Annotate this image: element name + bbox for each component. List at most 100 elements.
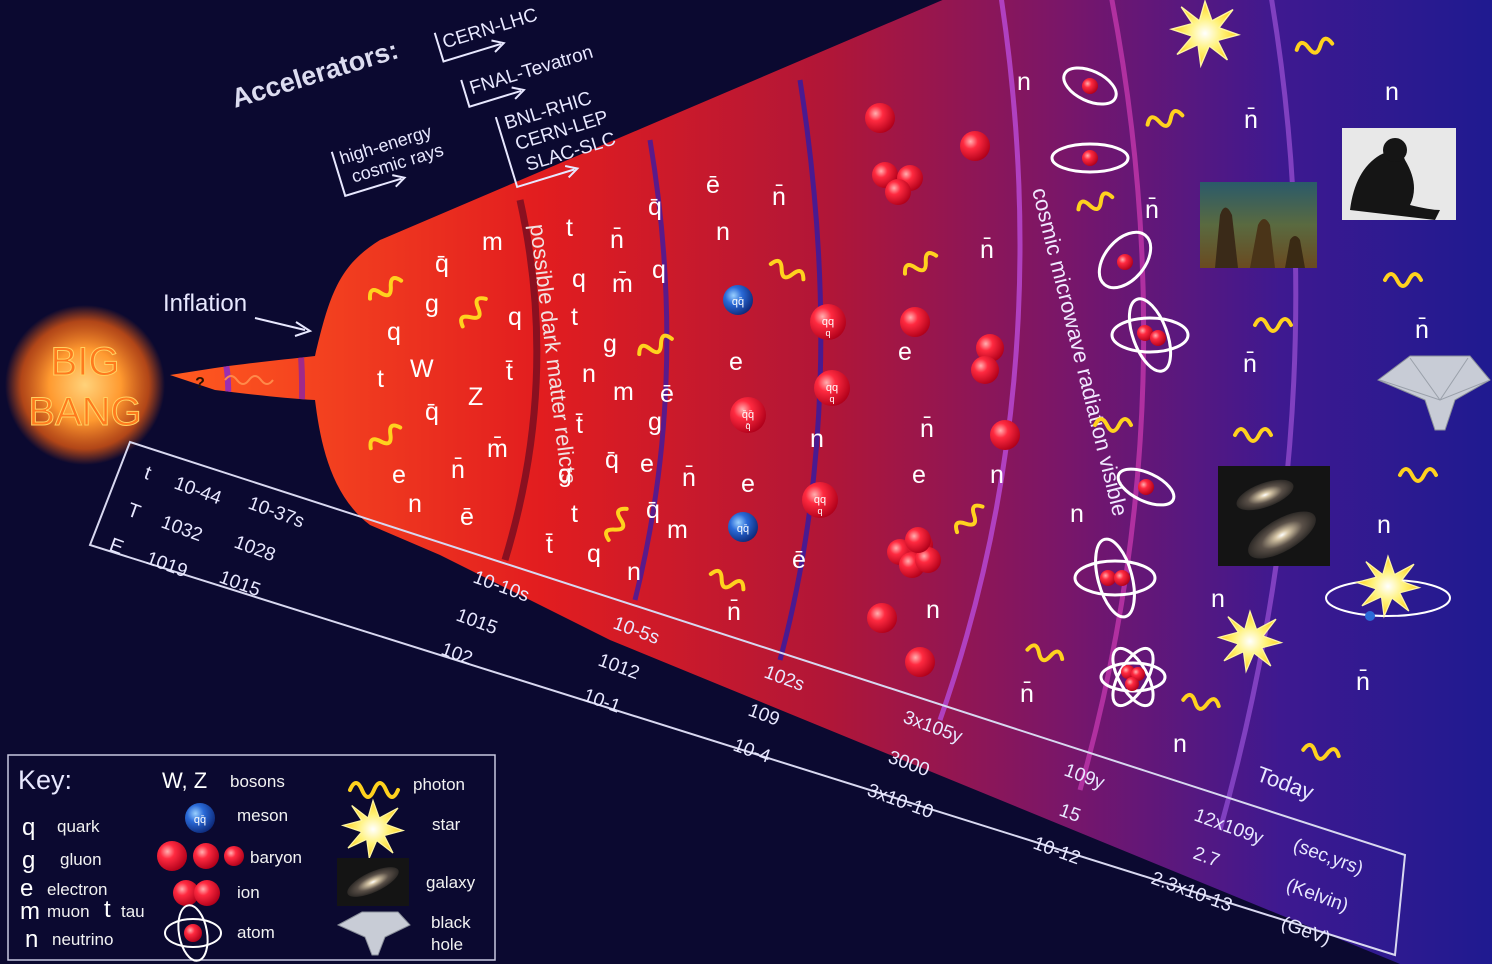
particle-e: e — [392, 461, 406, 489]
baryon-icon: qqq — [814, 370, 850, 406]
particle-n: n — [926, 596, 940, 624]
nucleus-icon — [872, 162, 923, 205]
inflation-label: Inflation — [163, 290, 247, 317]
key-label-star: star — [432, 815, 461, 834]
mesons: qq̄ qq̄ — [723, 285, 758, 542]
key-label-quark: quark — [57, 817, 100, 836]
atom-icon — [164, 904, 222, 962]
key-label-ion: ion — [237, 883, 260, 902]
particle-q: q — [508, 303, 522, 331]
svg-text:qq̄: qq̄ — [737, 523, 749, 535]
svg-text:qq: qq — [814, 494, 826, 506]
key-sym-gluon: g — [22, 847, 35, 874]
key-label-bosons: bosons — [230, 772, 285, 791]
baryon-icon — [157, 841, 244, 871]
particle-n: n — [1377, 511, 1391, 539]
photon-icon — [348, 781, 400, 799]
atom-icon — [1073, 537, 1157, 619]
atom-icon — [1050, 142, 1130, 174]
svg-text:q̄q̄: q̄q̄ — [742, 409, 754, 421]
thinker-image — [1342, 128, 1456, 220]
galaxy-icon — [337, 858, 409, 906]
meson-icon: qq̄ — [723, 285, 753, 315]
arrow-icon — [491, 39, 506, 53]
particle-nbar: n̄ — [980, 236, 994, 264]
galaxy-image — [1218, 466, 1330, 566]
big-bang-line1: BIG — [51, 340, 120, 384]
proton-icon — [990, 420, 1020, 450]
particle-nbar: n̄ — [682, 464, 696, 492]
particle-m: m — [667, 516, 688, 544]
question-mark: ? — [195, 375, 205, 392]
particle-g: g — [425, 290, 439, 318]
key-label-photon: photon — [413, 775, 465, 794]
atom-icon — [1097, 230, 1153, 290]
baryon-icon: q̄q̄q̄ — [730, 397, 766, 433]
proton-icon — [900, 307, 930, 337]
key-label-baryon: baryon — [250, 848, 302, 867]
arrow-icon — [392, 174, 407, 188]
key-sym-quark: q — [22, 814, 35, 841]
images — [1200, 128, 1491, 566]
big-bang: BIG BANG ? — [5, 305, 274, 465]
proton-icon — [905, 647, 935, 677]
baryon-icon: qqq — [802, 482, 838, 518]
particle-tbar: t̄ — [575, 411, 583, 439]
particle-n: n — [1017, 68, 1031, 96]
particle-g: g — [648, 408, 662, 436]
particle-nbar: n̄ — [1020, 680, 1034, 708]
particle-mbar: m̄ — [612, 270, 633, 298]
particle-e: e — [741, 470, 755, 498]
inflation-arrow-icon — [294, 321, 313, 337]
atom-icon — [1099, 646, 1167, 708]
proton-icon — [865, 103, 895, 133]
particle-n: n — [1070, 500, 1084, 528]
svg-text:q: q — [829, 394, 834, 404]
inflation-wave — [224, 375, 274, 385]
particle-n: n — [1211, 585, 1225, 613]
particle-q: q — [387, 318, 401, 346]
particle-n: n — [810, 425, 824, 453]
particle-n: n — [408, 490, 422, 518]
particle-W: W — [410, 355, 434, 383]
key-sym-electron: e — [20, 875, 33, 902]
key-sym-neutrino: n — [25, 926, 38, 953]
particle-m: m — [613, 378, 634, 406]
particle-q: q — [652, 256, 666, 284]
arrow-icon — [564, 165, 580, 179]
atom-icon — [1116, 467, 1176, 507]
particle-g: g — [558, 460, 572, 488]
particle-Z: Z — [468, 383, 483, 411]
particle-qbar: q̄ — [648, 193, 662, 221]
particle-nbar: n̄ — [610, 226, 624, 254]
particle-n: n — [1173, 730, 1187, 758]
svg-text:q: q — [817, 506, 822, 516]
particle-nbar: n̄ — [451, 456, 465, 484]
proton-icon — [867, 603, 897, 633]
particle-n: n — [1385, 78, 1399, 106]
particle-e: e — [912, 461, 926, 489]
particle-e: e — [729, 348, 743, 376]
universe-cone — [170, 0, 1492, 964]
particle-m: m — [482, 228, 503, 256]
particle-n: n — [990, 461, 1004, 489]
particle-ebar: ē — [706, 171, 720, 199]
key-title: Key: — [18, 765, 72, 795]
particle-g: g — [603, 330, 617, 358]
arrow-icon — [511, 86, 526, 100]
today-arc — [1217, 0, 1299, 831]
big-bang-glow — [5, 305, 165, 465]
ion-icon — [971, 334, 1004, 384]
stars — [1170, 0, 1451, 672]
particle-tbar: t̄ — [545, 531, 553, 559]
particle-qbar: q̄ — [646, 496, 660, 524]
key-label-muon: muon — [47, 902, 90, 921]
particle-nbar: n̄ — [772, 183, 786, 211]
ions — [865, 103, 1020, 677]
star-system-icon — [1325, 555, 1451, 621]
key-label-black-hole-2: hole — [431, 935, 463, 954]
particle-t: t — [571, 500, 578, 528]
particle-t: t — [377, 365, 384, 393]
particle-nbar: n̄ — [727, 598, 741, 626]
